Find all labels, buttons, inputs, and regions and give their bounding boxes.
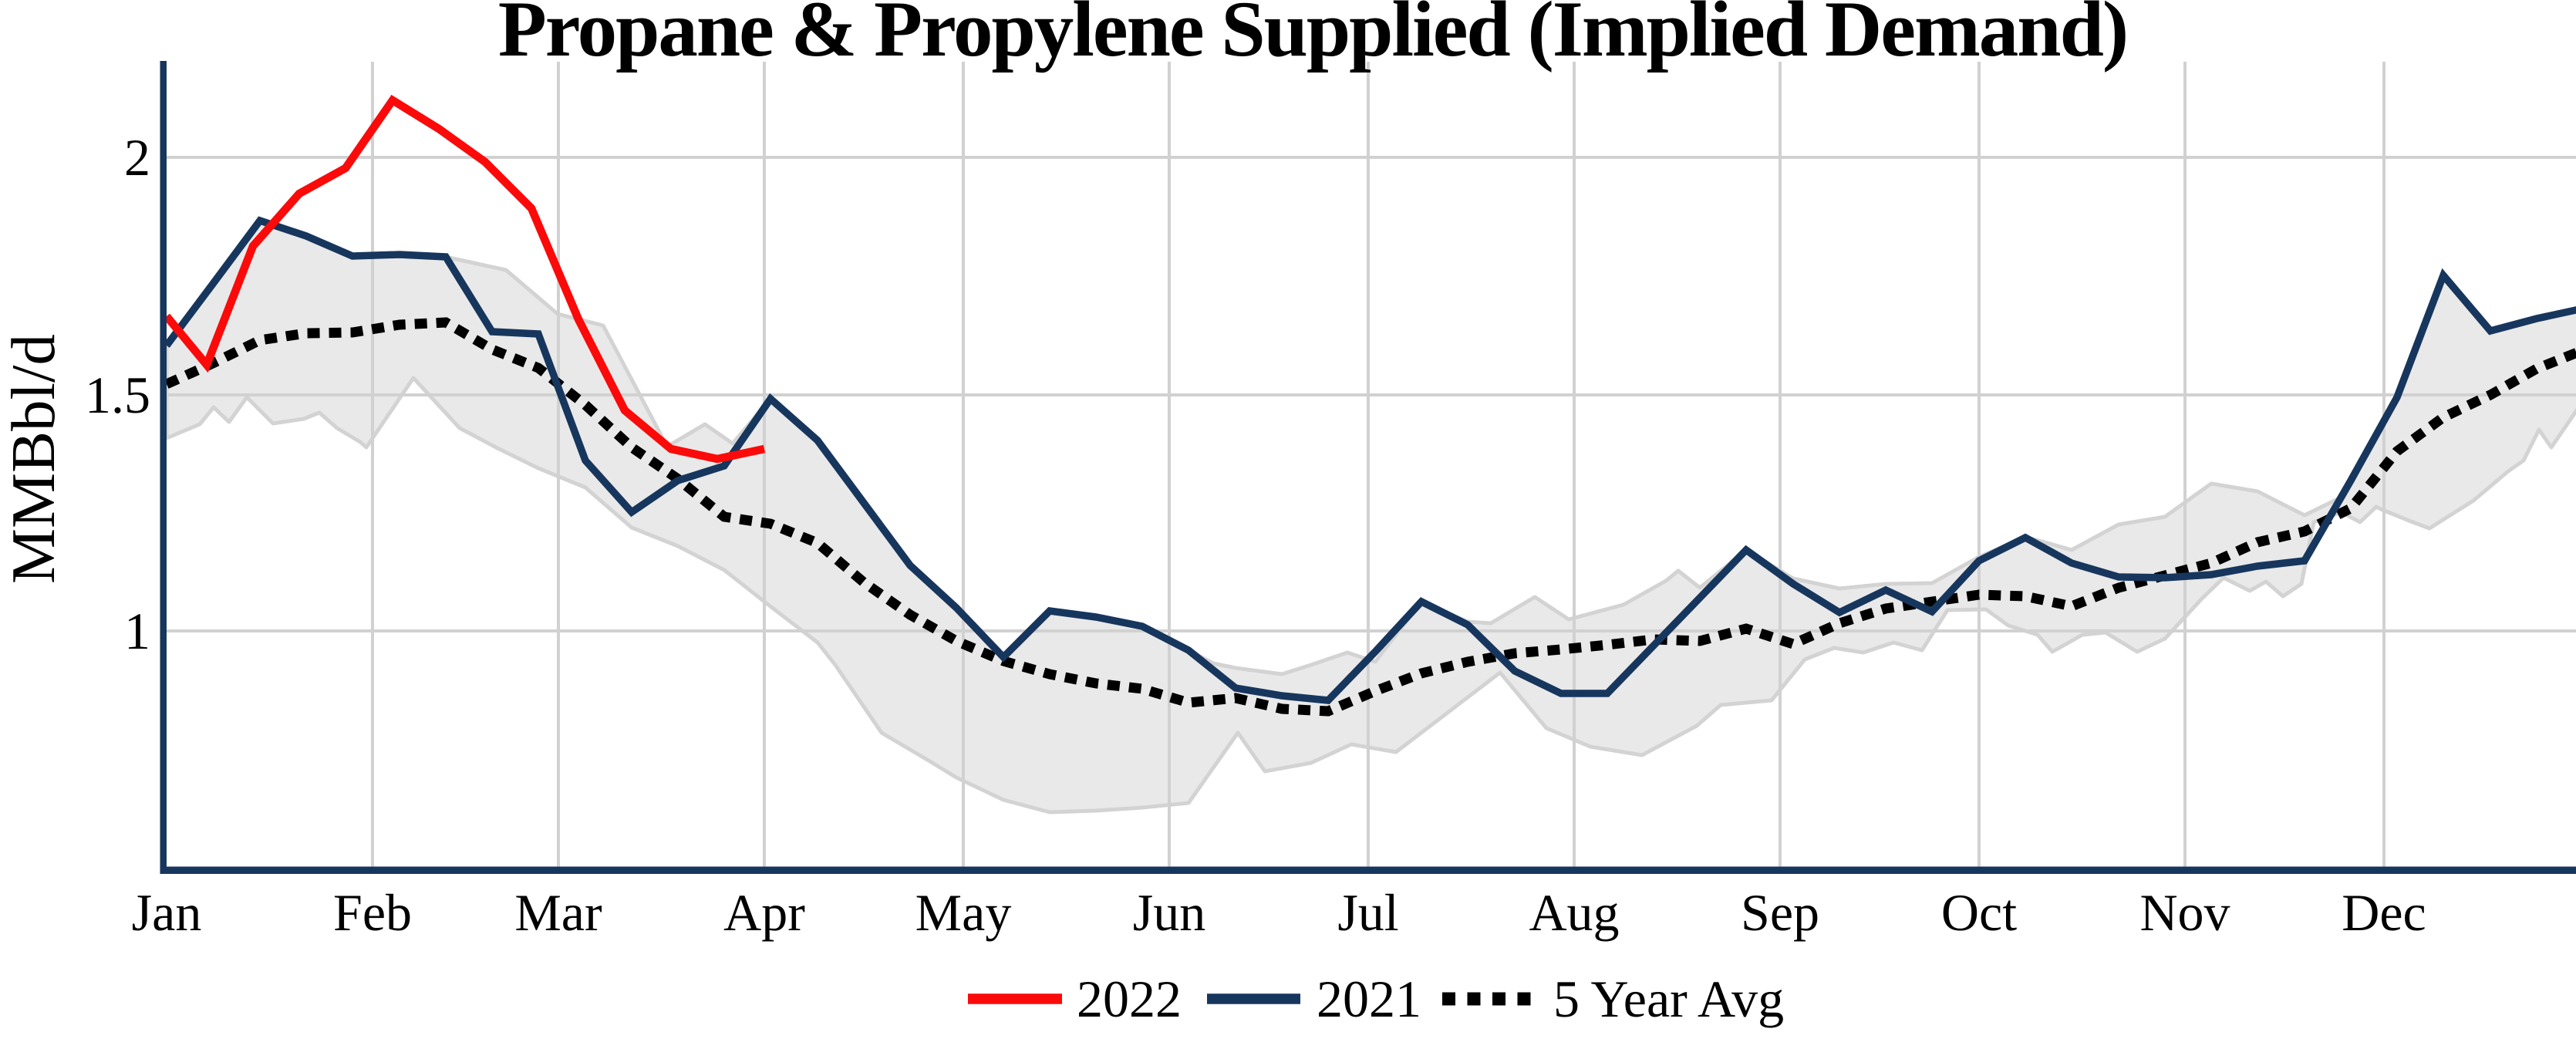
svg-text:May: May	[915, 883, 1012, 942]
svg-text:1.5: 1.5	[85, 366, 150, 424]
svg-text:2021: 2021	[1317, 970, 1421, 1028]
svg-text:Jul: Jul	[1337, 883, 1398, 942]
svg-text:2: 2	[124, 128, 150, 187]
svg-text:2022: 2022	[1077, 970, 1182, 1028]
svg-text:Nov: Nov	[2139, 883, 2230, 942]
svg-text:Sep: Sep	[1741, 883, 1819, 942]
svg-text:Oct: Oct	[1941, 883, 2017, 942]
svg-text:Feb: Feb	[333, 883, 412, 942]
svg-text:Mar: Mar	[514, 883, 602, 942]
svg-text:Aug: Aug	[1529, 883, 1619, 942]
svg-text:1: 1	[124, 602, 150, 660]
svg-text:Jun: Jun	[1133, 883, 1205, 942]
svg-text:5 Year Avg: 5 Year Avg	[1553, 970, 1784, 1028]
svg-text:Propane & Propylene Supplied (: Propane & Propylene Supplied (Implied De…	[498, 0, 2127, 73]
svg-text:Apr: Apr	[723, 883, 805, 942]
svg-text:MMBbl/d: MMBbl/d	[0, 334, 68, 584]
svg-text:Dec: Dec	[2342, 883, 2426, 942]
svg-text:Jan: Jan	[132, 883, 202, 942]
